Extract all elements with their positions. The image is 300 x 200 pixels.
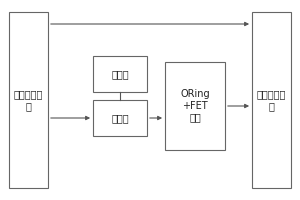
FancyBboxPatch shape xyxy=(165,62,225,150)
FancyBboxPatch shape xyxy=(9,12,48,188)
FancyBboxPatch shape xyxy=(252,12,291,188)
FancyBboxPatch shape xyxy=(93,56,147,92)
Text: 电池组: 电池组 xyxy=(111,69,129,79)
FancyBboxPatch shape xyxy=(93,100,147,136)
Text: 电源控制单
元: 电源控制单 元 xyxy=(257,89,286,111)
Text: 充电电路单
元: 充电电路单 元 xyxy=(14,89,43,111)
Text: ORing
+FET
电路: ORing +FET 电路 xyxy=(180,89,210,123)
Text: 电量计: 电量计 xyxy=(111,113,129,123)
